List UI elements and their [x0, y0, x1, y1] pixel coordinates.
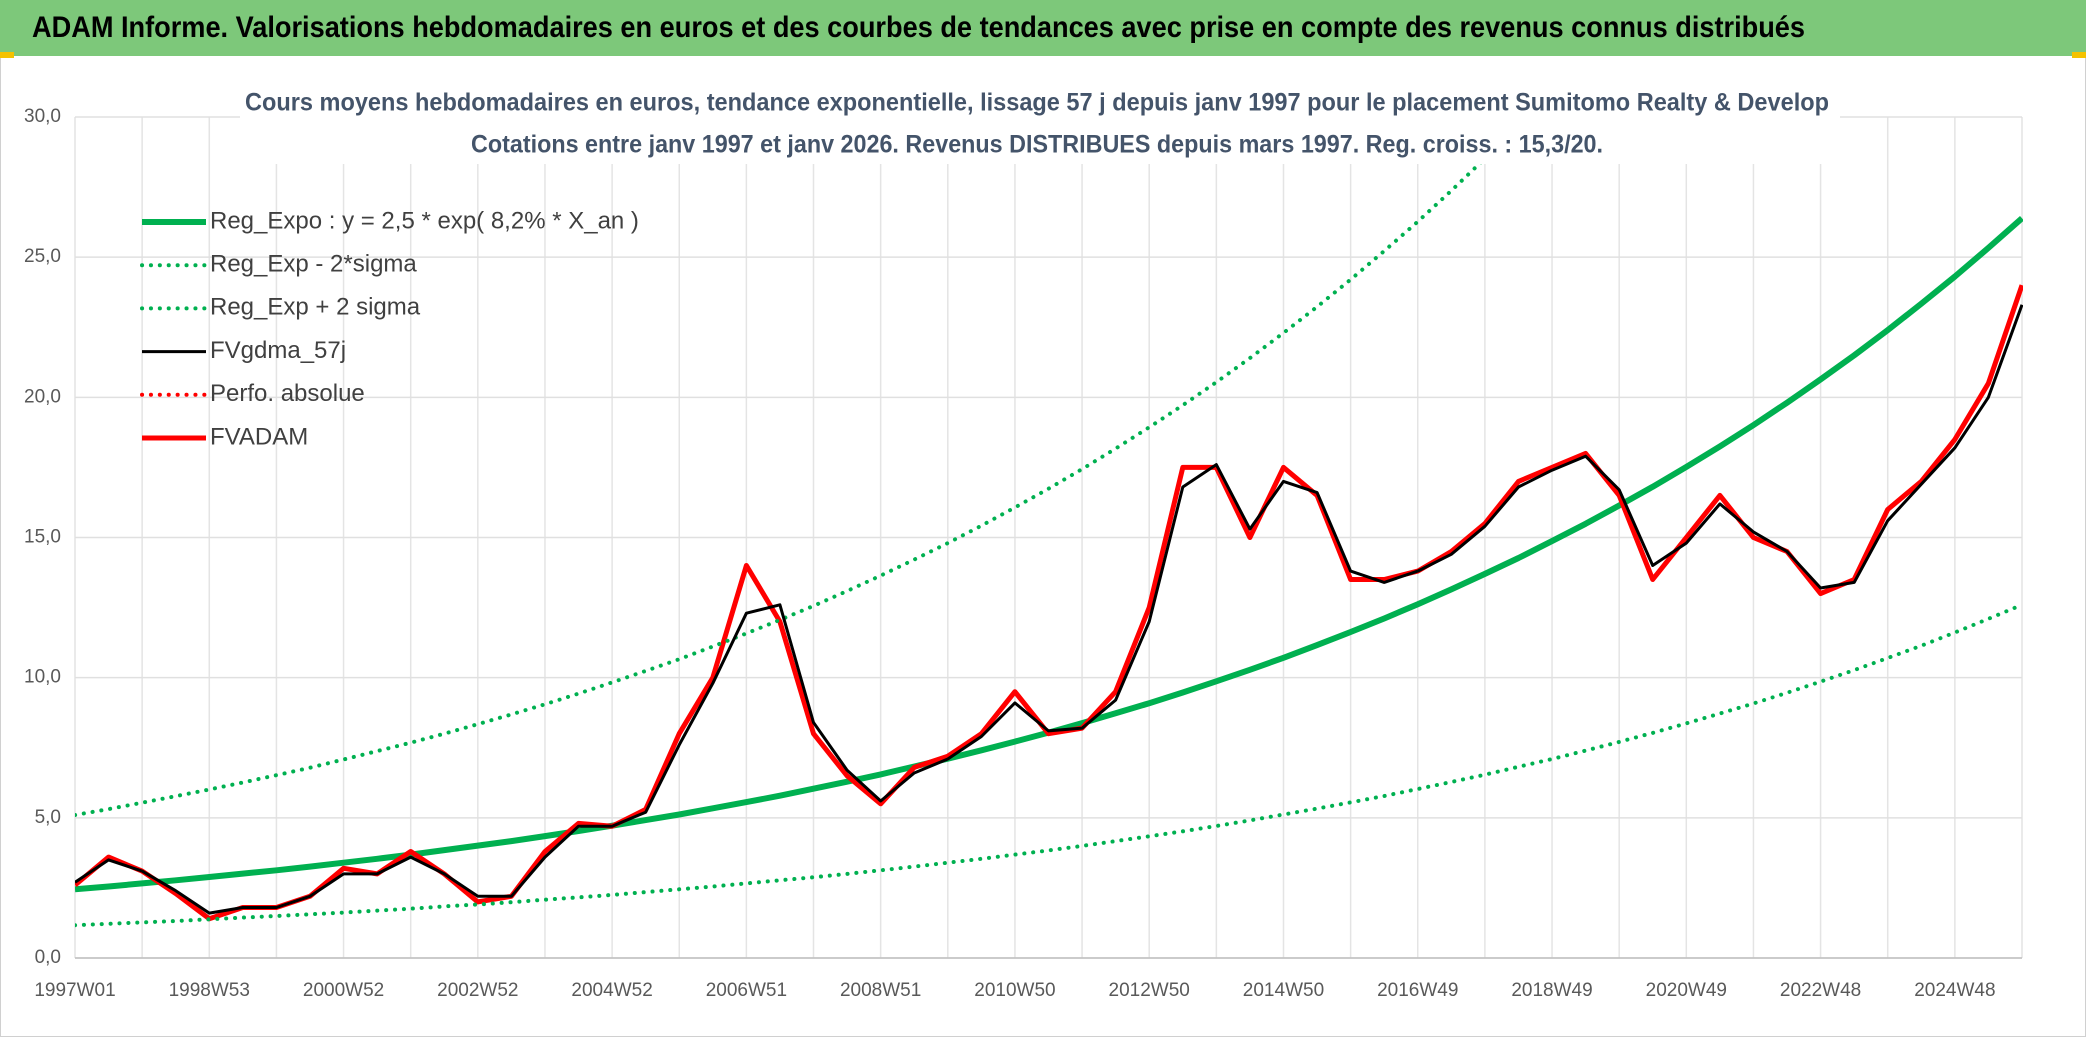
x-tick-label: 2022W48	[1780, 980, 1861, 1001]
x-tick-label: 2006W51	[706, 980, 787, 1001]
legend-label: FVADAM	[210, 423, 308, 450]
y-tick-label: 10,0	[24, 667, 61, 688]
series-line	[75, 602, 2023, 928]
x-tick-label: 2004W52	[571, 980, 652, 1001]
chart-title: Cours moyens hebdomadaires en euros, ten…	[245, 89, 1829, 117]
series-line	[75, 284, 2023, 922]
series-line	[75, 304, 2023, 915]
header-bar	[0, 0, 2086, 56]
x-tick-label: 2018W49	[1511, 980, 1592, 1001]
legend-label: Reg_Exp - 2*sigma	[210, 251, 417, 278]
subtitle-bg	[240, 86, 1840, 164]
legend: Reg_Expo : y = 2,5 * exp( 8,2% * X_an ) R…	[140, 207, 639, 450]
x-tick-label: 2010W50	[974, 980, 1055, 1001]
x-tick-label: 2000W52	[303, 980, 384, 1001]
plot-area: 1997W01 1998W53 2000W52 2002W52 2004W52 2006W…	[24, 106, 2023, 1001]
legend-label: Reg_Expo : y = 2,5 * exp( 8,2% * X_an )	[210, 207, 639, 234]
x-tick-label: 2020W49	[1646, 980, 1727, 1001]
y-tick-label: 30,0	[24, 106, 61, 127]
series-layer	[75, 117, 2023, 928]
x-tick-label: 2014W50	[1243, 980, 1324, 1001]
y-tick-label: 25,0	[24, 246, 61, 267]
x-tick-label: 1997W01	[34, 980, 115, 1001]
x-tick-label: 2024W48	[1914, 980, 1995, 1001]
y-tick-label: 20,0	[24, 386, 61, 407]
y-tick-label: 5,0	[35, 807, 61, 828]
y-tick-label: 0,0	[35, 947, 61, 968]
legend-label: FVgdma_57j	[210, 337, 346, 364]
y-tick-label: 15,0	[24, 527, 61, 548]
x-tick-label: 2002W52	[437, 980, 518, 1001]
corner-mark	[2072, 52, 2086, 58]
corner-mark	[0, 52, 14, 58]
x-tick-label: 1998W53	[169, 980, 250, 1001]
x-tick-label: 2008W51	[840, 980, 921, 1001]
series-line	[75, 117, 1530, 817]
x-tick-label: 2016W49	[1377, 980, 1458, 1001]
legend-label: Reg_Exp + 2 sigma	[210, 294, 421, 321]
header-title: ADAM Informe. Valorisations hebdomadaire…	[32, 11, 1805, 44]
x-tick-label: 2012W50	[1109, 980, 1190, 1001]
chart-subtitle: Cotations entre janv 1997 et janv 2026. …	[471, 131, 1603, 159]
legend-label: Perfo. absolue	[210, 380, 365, 407]
